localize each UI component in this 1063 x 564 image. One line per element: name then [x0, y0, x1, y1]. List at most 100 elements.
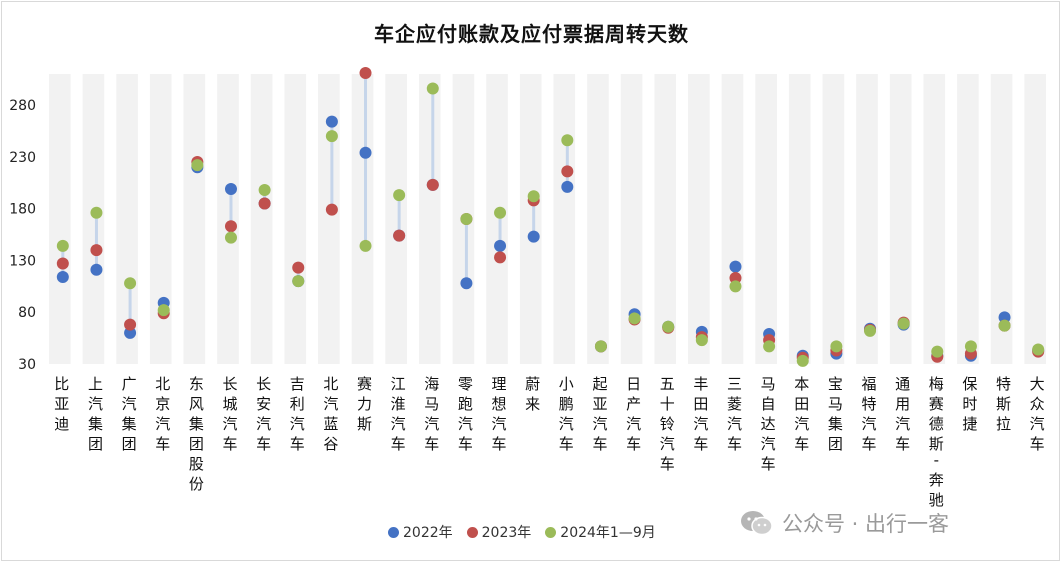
dot-series2-24: [864, 324, 877, 337]
dot-series1-0: [56, 257, 69, 270]
column-band-28: [990, 74, 1013, 364]
column-band-13: [486, 74, 508, 364]
dot-series1-7: [292, 261, 305, 274]
column-band-25: [889, 74, 912, 364]
dot-series2-13: [494, 206, 507, 219]
x-tick-label-0: 比亚迪: [54, 375, 69, 433]
dot-series0-13: [494, 239, 507, 252]
dot-series2-21: [763, 340, 776, 353]
column-band-29: [1024, 74, 1046, 364]
dot-series2-20: [729, 280, 742, 293]
dot-series0-20: [729, 260, 742, 273]
column-band-1: [82, 74, 105, 364]
dot-series1-8: [325, 203, 338, 216]
x-tick-label-10: 江淮汽车: [391, 375, 406, 453]
x-tick-label-25: 通用汽车: [895, 375, 910, 453]
dot-series0-0: [56, 271, 69, 283]
dot-series0-14: [527, 230, 540, 243]
x-tick-label-5: 长城汽车: [222, 375, 237, 453]
dot-series1-10: [393, 229, 406, 242]
dot-series2-3: [157, 304, 170, 317]
x-tick-label-27: 保时捷: [962, 375, 977, 433]
x-tick-label-21: 马自达汽车: [761, 375, 776, 473]
dot-series2-10: [393, 189, 406, 202]
column-band-11: [418, 74, 441, 364]
column-band-15: [553, 74, 576, 364]
x-tick-label-14: 蔚来: [525, 375, 540, 413]
x-tick-label-13: 理想汽车: [492, 375, 507, 453]
x-tick-label-3: 北京汽车: [155, 375, 170, 453]
x-tick-label-8: 北汽蓝谷: [323, 375, 338, 453]
dot-series2-7: [292, 275, 305, 288]
column-band-19: [688, 74, 710, 364]
column-band-18: [654, 74, 677, 364]
dot-series2-6: [258, 184, 271, 196]
legend-item-2024: 2024年1—9月: [545, 522, 656, 542]
dot-series0-8: [325, 115, 338, 128]
dot-series2-8: [325, 130, 338, 143]
x-tick-label-23: 宝马集团: [828, 375, 843, 453]
dot-series1-20: [729, 272, 742, 285]
x-tick-label-17: 日产汽车: [626, 375, 641, 453]
y-tick-label-5: 280: [9, 98, 36, 114]
dot-series2-9: [359, 239, 372, 252]
legend-label-2023: 2023年: [481, 525, 532, 541]
x-tick-label-16: 起亚汽车: [592, 375, 607, 453]
column-band-16: [587, 74, 609, 364]
dot-series2-11: [426, 82, 439, 95]
column-band-22: [788, 74, 811, 364]
dot-series2-15: [561, 134, 574, 147]
column-band-8: [318, 74, 340, 364]
dot-series0-12: [460, 277, 473, 290]
chart-title: 车企应付账款及应付票据周转天数: [374, 22, 689, 46]
y-tick-label-3: 180: [9, 202, 36, 218]
legend-item-2023: 2023年: [466, 522, 532, 542]
dot-series2-4: [191, 159, 204, 172]
column-band-9: [351, 74, 374, 364]
dot-series2-12: [460, 213, 473, 225]
column-band-27: [957, 74, 979, 364]
x-tick-label-20: 三菱汽车: [727, 375, 742, 453]
y-tick-label-2: 130: [9, 253, 36, 269]
dot-series2-18: [662, 320, 675, 333]
x-tick-label-11: 海马汽车: [424, 375, 439, 453]
dot-series0-15: [561, 180, 574, 193]
dot-series2-26: [931, 345, 944, 358]
legend-label-2024: 2024年1—9月: [560, 525, 656, 541]
dot-series1-2: [124, 318, 137, 331]
y-tick-label-1: 80: [18, 305, 36, 321]
x-tick-label-22: 本田汽车: [794, 375, 809, 453]
dot-series1-11: [426, 178, 439, 191]
column-band-26: [923, 74, 946, 364]
dot-series2-29: [1032, 343, 1045, 356]
column-band-24: [856, 74, 878, 364]
dot-series2-14: [527, 190, 540, 203]
dot-series1-13: [494, 251, 507, 264]
dot-series2-25: [897, 317, 910, 330]
dot-series2-27: [964, 340, 977, 353]
y-tick-label-0: 30: [18, 357, 36, 373]
dot-series0-28: [998, 311, 1011, 324]
column-band-21: [755, 74, 777, 364]
legend: 2022年 2023年 2024年1—9月: [388, 522, 656, 542]
x-tick-label-15: 小鹏汽车: [559, 375, 574, 453]
wechat-icon: [741, 511, 773, 536]
dot-series0-5: [224, 182, 237, 195]
x-tick-label-29: 大众汽车: [1030, 375, 1045, 453]
x-tick-label-4: 东风集团股份: [189, 375, 204, 493]
legend-dot-2024: [545, 526, 557, 538]
column-band-3: [149, 74, 172, 364]
x-tick-label-2: 广汽集团: [122, 375, 137, 453]
dot-series2-16: [594, 340, 607, 353]
column-band-23: [822, 74, 845, 364]
x-tick-label-6: 长安汽车: [256, 375, 271, 453]
dot-series0-9: [359, 146, 372, 159]
dot-series1-1: [90, 244, 103, 257]
dot-series2-1: [90, 206, 103, 219]
legend-dot-2022: [388, 526, 399, 538]
dot-series1-9: [359, 66, 372, 79]
y-tick-label-4: 230: [9, 150, 36, 166]
legend-dot-2023: [466, 526, 478, 538]
watermark: 公众号 · 出行一客: [740, 508, 949, 538]
